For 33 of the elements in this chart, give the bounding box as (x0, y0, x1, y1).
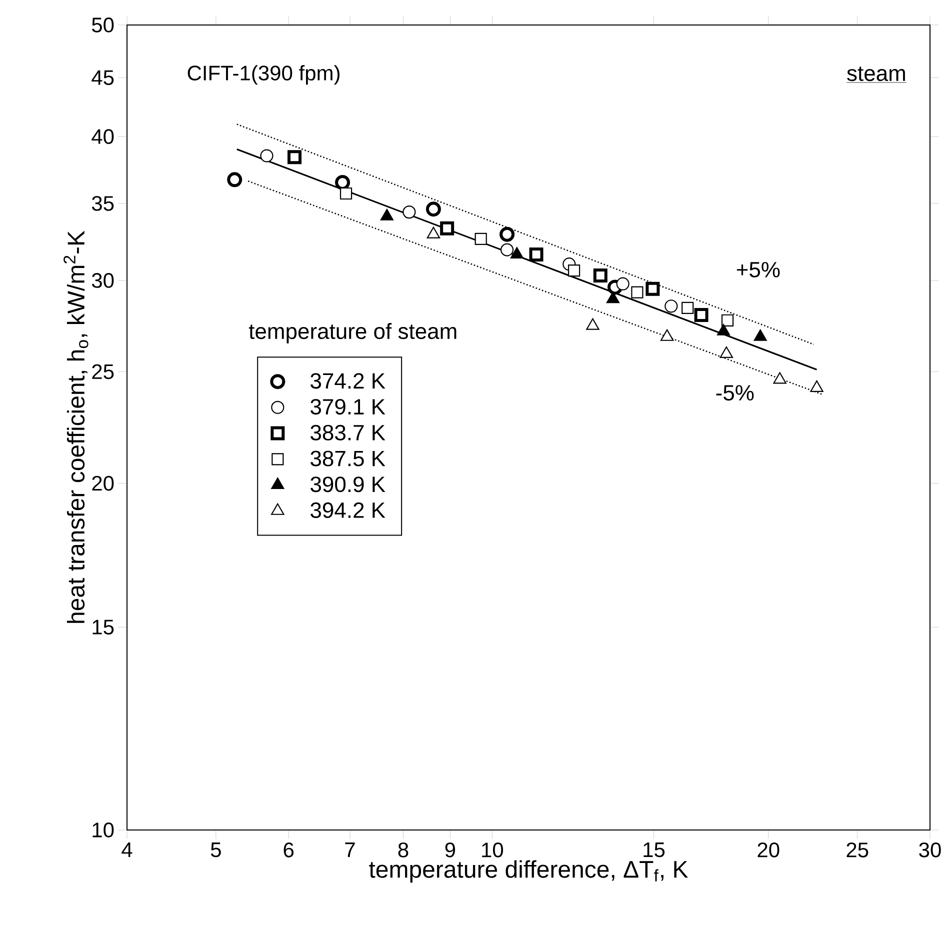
y-axis-title: heat transfer coefficient, h$_{o}$, kW/m$^{2}$-K (64, 230, 88, 623)
x-tick-label: 9 (445, 842, 456, 858)
x-axis-title: temperature difference, ΔT$_{f}$, K (369, 860, 688, 883)
y-tick-label: 35 (92, 196, 114, 211)
y-tick-label: 20 (92, 476, 114, 491)
y-tick-label: 50 (92, 18, 114, 32)
x-tick-label: 15 (644, 842, 665, 858)
y-tick-label: 25 (92, 364, 114, 380)
y-tick-label: 45 (92, 70, 114, 85)
x-tick-label: 8 (398, 842, 408, 858)
y-tick-label: 40 (92, 129, 114, 144)
y-tick-label: 15 (92, 620, 114, 634)
x-tick-label: 7 (345, 842, 355, 857)
x-tick-label: 10 (482, 842, 504, 858)
x-tick-label: 25 (846, 842, 868, 858)
legend-label: 383.7 K (310, 424, 386, 440)
y-tick-label: 30 (92, 273, 114, 288)
legend-title: temperature of steam (248, 322, 456, 344)
legend-label: 374.2 K (310, 373, 386, 389)
x-tick-label: 30 (919, 842, 941, 858)
x-tick-label: 6 (284, 842, 294, 858)
x-tick-label: 5 (210, 842, 221, 858)
annotation: -5% (716, 385, 754, 401)
legend-label: 390.9 K (310, 476, 386, 492)
y-tick-label: 10 (92, 822, 114, 838)
annotation: steam (847, 66, 905, 82)
legend-label: 394.2 K (310, 502, 386, 518)
annotation: +5% (736, 262, 780, 278)
legend-label: 387.5 K (310, 450, 386, 466)
x-tick-label: 20 (758, 842, 780, 858)
text: CIFT-1(390 fpm) (188, 65, 340, 85)
x-tick-label: 4 (122, 842, 132, 857)
legend-label: 379.1 K (310, 398, 386, 415)
